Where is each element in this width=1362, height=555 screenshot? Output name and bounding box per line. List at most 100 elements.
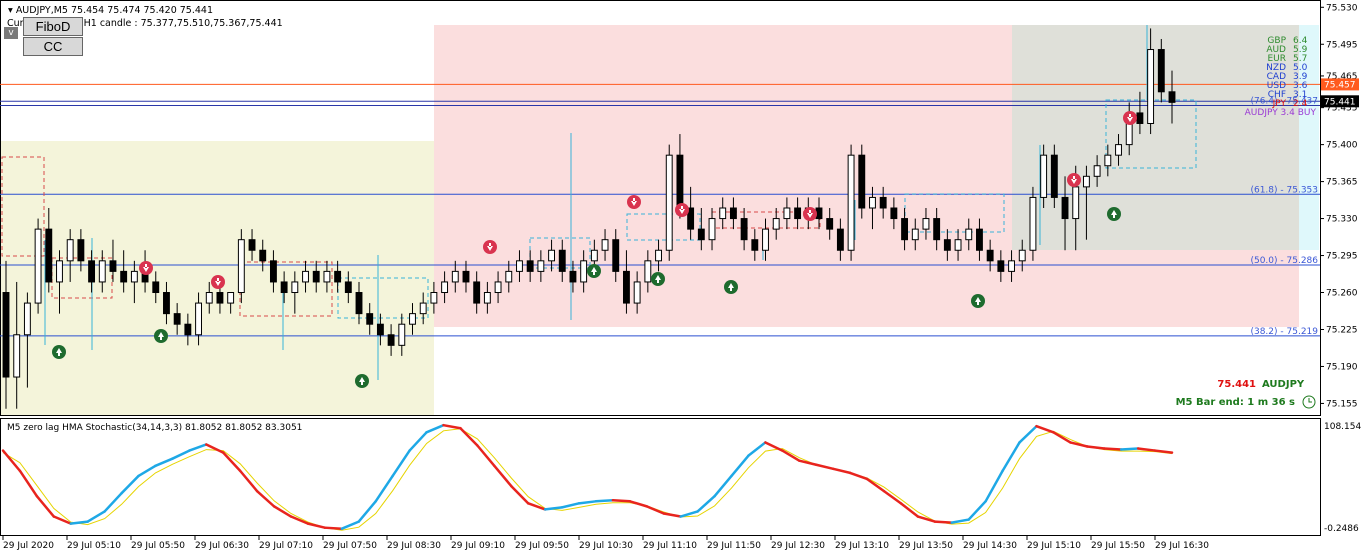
stoch-main-segment [137, 464, 157, 478]
stoch-main-segment [205, 443, 225, 454]
candle [569, 270, 577, 283]
candle [986, 249, 994, 262]
candle-line: Current AUDJPY H1 candle : 75.377,75.510… [7, 18, 283, 29]
candle [77, 239, 85, 262]
current-price-tag [1321, 95, 1359, 108]
price-tick-label: 75.465 [1326, 72, 1358, 82]
candle [1040, 154, 1048, 198]
stoch-main-segment [306, 522, 327, 529]
collapse-button[interactable]: v [4, 27, 18, 39]
strength-currency: NZD [1266, 63, 1286, 73]
buy-arrow-glyph [359, 377, 365, 385]
candle [473, 281, 481, 304]
dropdown-icon[interactable]: ▾ [8, 5, 13, 16]
stoch-main-segment [103, 491, 123, 513]
candle [697, 228, 705, 241]
candle [216, 292, 224, 304]
zone-newyork [1012, 25, 1299, 250]
candle [1147, 49, 1155, 124]
candle [890, 207, 898, 220]
sell-arrow-glyph [215, 278, 221, 286]
symbol-header: ▾ AUDJPY,M5 75.454 75.474 75.420 75.441 [8, 5, 213, 16]
time-tick-label: 29 Jul 11:50 [707, 541, 761, 551]
candle [1050, 154, 1058, 198]
candle [516, 260, 523, 272]
fibo-button[interactable]: FiboD [23, 17, 83, 36]
candle [130, 270, 138, 283]
candle [419, 302, 427, 315]
candle [751, 239, 759, 251]
zone-cyan [1299, 25, 1319, 250]
buy-arrow-glyph [655, 275, 661, 283]
candle [612, 239, 620, 272]
sell-arrow-glyph [807, 210, 813, 218]
candle [66, 239, 74, 262]
buy-arrow-glyph [975, 297, 981, 305]
stoch-main-segment [1035, 424, 1055, 434]
candle [98, 260, 106, 283]
candle [548, 249, 556, 262]
stoch-main-segment [865, 477, 886, 493]
candle [483, 292, 491, 304]
candle [2, 292, 10, 378]
candle [826, 218, 834, 230]
stoch-main-segment [1136, 447, 1157, 452]
stoch-main-segment [662, 512, 682, 518]
stoch-main-segment [679, 510, 699, 518]
stoch-main-segment [493, 464, 513, 488]
candle [1157, 49, 1165, 93]
candle [601, 239, 609, 251]
stoch-main-segment [476, 444, 496, 468]
candle [302, 270, 309, 283]
candle [13, 334, 21, 378]
stoch-main-segment [781, 449, 801, 462]
fib-level-label: (61.8) - 75.353 [1250, 185, 1318, 195]
stoch-main-segment [154, 457, 174, 468]
price-tick-label: 75.330 [1326, 215, 1358, 225]
stoch-main-segment [1052, 431, 1072, 444]
sell-arrow-glyph [1127, 114, 1133, 122]
stoch-main-segment [611, 499, 632, 503]
buy-arrow-glyph [728, 283, 734, 291]
stoch-main-segment [950, 518, 970, 524]
range-box [239, 261, 333, 317]
level-price-tag [1321, 78, 1359, 91]
candle [836, 228, 844, 251]
info-symbol: AUDJPY [1262, 379, 1305, 390]
candle [943, 239, 951, 251]
info-price: 75.441 [1217, 379, 1256, 390]
main-frame [0, 0, 1321, 416]
candle [227, 292, 235, 304]
stoch-main-segment [831, 467, 852, 475]
candle [205, 292, 213, 304]
level-price-tag-label: 75.457 [1324, 80, 1356, 90]
range-box [337, 277, 429, 319]
stoch-main-segment [916, 515, 937, 523]
candle [494, 281, 502, 294]
candle [441, 281, 449, 294]
stoch-main-segment [1018, 424, 1038, 444]
zone-newyork-lower [1012, 250, 1299, 327]
time-tick-label: 29 Jul 2020 [3, 541, 54, 551]
time-tick-label: 29 Jul 14:30 [963, 541, 1017, 551]
stoch-main-segment [52, 515, 73, 525]
sell-arrow-glyph [143, 264, 149, 272]
strength-value: 3.6 [1293, 81, 1308, 91]
candle [783, 207, 791, 220]
strength-value: 3.9 [1293, 72, 1308, 82]
candle [409, 313, 416, 325]
strength-currency: JPY [1272, 99, 1287, 109]
signal-text: AUDJPY 3.4 BUY [1245, 108, 1317, 118]
candle [772, 218, 780, 230]
candle [451, 270, 459, 283]
candle [869, 196, 876, 209]
stoch-main-segment [120, 474, 140, 495]
stoch-main-segment [713, 474, 733, 498]
stoch-main-segment [1119, 447, 1140, 451]
cc-button[interactable]: CC [23, 37, 83, 56]
candle [344, 281, 352, 294]
stoch-main-segment [984, 469, 1004, 503]
stoch-main-segment [289, 515, 310, 525]
stoch-title: M5 zero lag HMA Stochastic(34,14,3,3) 81… [7, 423, 302, 433]
